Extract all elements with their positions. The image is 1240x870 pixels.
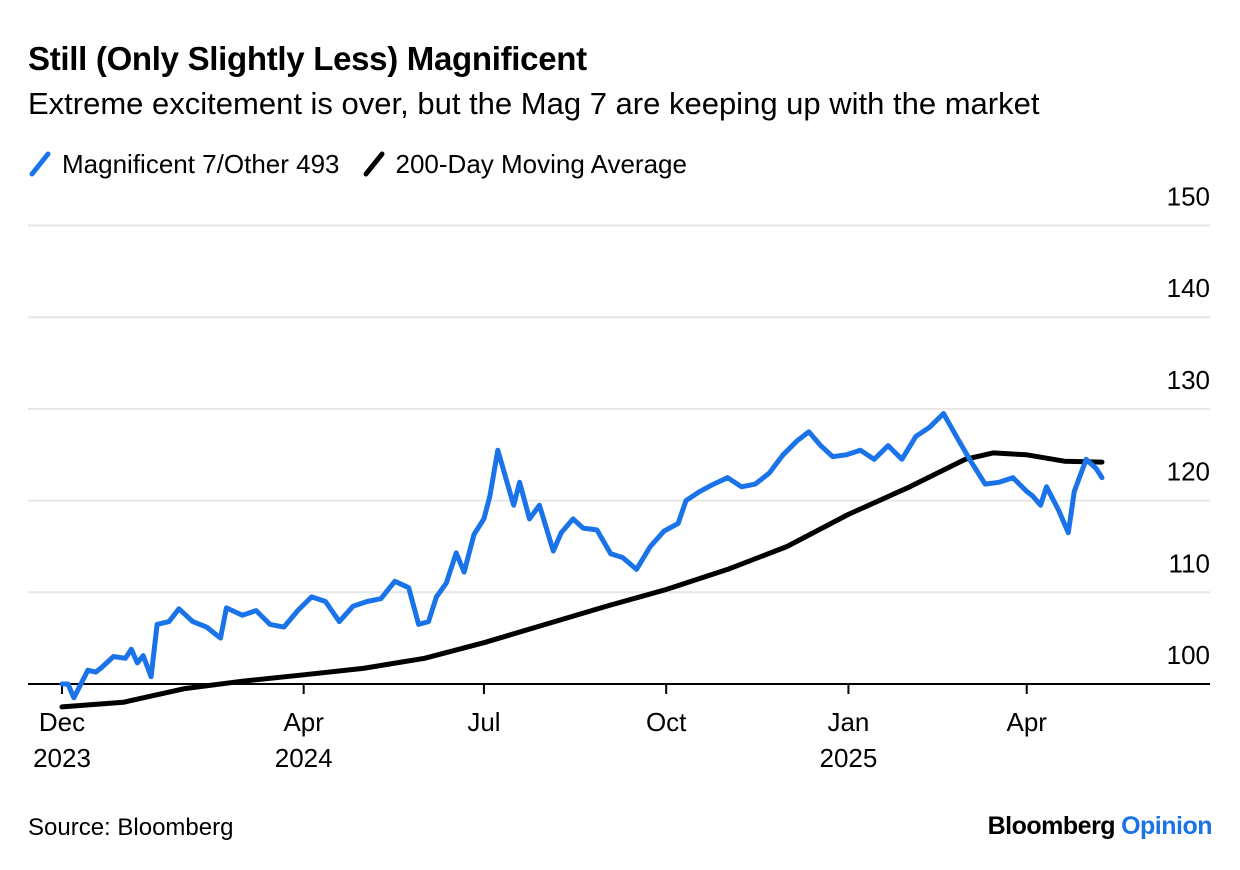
series-line-moving-average (59, 450, 1105, 710)
y-tick-label-150: 150 (1167, 182, 1210, 212)
y-tick-label-100: 100 (1167, 640, 1210, 670)
x-tick-label-0: Dec (39, 707, 85, 737)
x-tick-year-1: 2024 (275, 743, 333, 773)
legend-label-mag7: Magnificent 7/Other 493 (62, 148, 340, 179)
chart-title: Still (Only Slightly Less) Magnificent (28, 40, 587, 77)
chart-legend: Magnificent 7/Other 493 200-Day Moving A… (28, 146, 709, 182)
brand-section: Opinion (1121, 812, 1212, 840)
source-note: Source: Bloomberg (28, 814, 234, 841)
legend-label-moving-average: 200-Day Moving Average (395, 148, 687, 179)
y-tick-label-130: 130 (1167, 365, 1210, 395)
brand-name: Bloomberg (987, 812, 1116, 840)
x-tick-label-1: Apr (283, 707, 324, 737)
legend-swatch-moving-average (363, 151, 384, 177)
x-tick-label-3: Oct (646, 707, 687, 737)
legend-item-moving-average: 200-Day Moving Average (362, 149, 687, 180)
y-tick-label-120: 120 (1167, 457, 1210, 487)
y-tick-label-140: 140 (1167, 273, 1210, 303)
x-tick-label-4: Jan (827, 707, 869, 737)
x-tick-label-2: Jul (467, 707, 500, 737)
x-tick-label-5: Apr (1006, 707, 1047, 737)
x-tick-year-0: 2023 (33, 743, 91, 773)
brand-logo: Bloomberg Opinion (987, 812, 1213, 841)
legend-swatch-mag7 (29, 151, 51, 177)
line-chart: 100 110 120 130 140 150 Dec 2023 Apr 2024 Jul Oct Ja… (28, 182, 1210, 773)
x-tick-year-4: 2025 (820, 743, 878, 773)
chart-subtitle: Extreme excitement is over, but the Mag … (28, 86, 1040, 121)
y-tick-label-110: 110 (1169, 548, 1210, 578)
series-line-mag7 (59, 411, 1105, 701)
legend-item-mag7: Magnificent 7/Other 493 (28, 149, 340, 180)
